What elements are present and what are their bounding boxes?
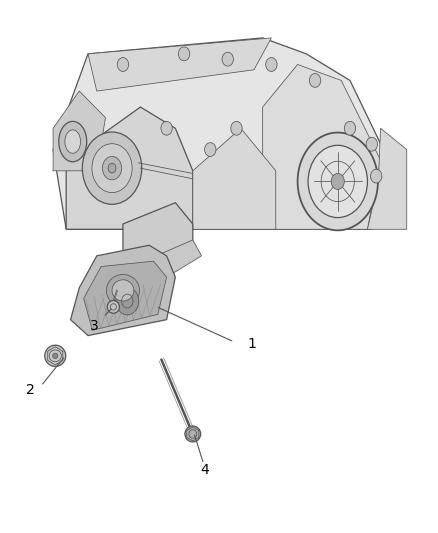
Ellipse shape xyxy=(331,173,344,189)
Ellipse shape xyxy=(107,301,120,313)
Text: 1: 1 xyxy=(247,336,256,351)
Ellipse shape xyxy=(102,157,122,180)
Ellipse shape xyxy=(117,58,129,71)
Ellipse shape xyxy=(161,122,172,135)
Polygon shape xyxy=(53,38,394,229)
Polygon shape xyxy=(84,261,166,330)
Ellipse shape xyxy=(297,133,378,230)
Ellipse shape xyxy=(344,122,356,135)
Ellipse shape xyxy=(178,47,190,61)
Ellipse shape xyxy=(45,345,66,367)
Ellipse shape xyxy=(222,52,233,66)
Ellipse shape xyxy=(185,426,201,442)
Ellipse shape xyxy=(266,58,277,71)
Ellipse shape xyxy=(53,353,58,359)
Polygon shape xyxy=(53,91,106,171)
Ellipse shape xyxy=(116,287,139,315)
Text: 2: 2 xyxy=(26,383,35,397)
Ellipse shape xyxy=(106,274,140,306)
Ellipse shape xyxy=(366,138,378,151)
Ellipse shape xyxy=(92,144,132,192)
Ellipse shape xyxy=(108,164,116,173)
Ellipse shape xyxy=(112,280,134,301)
Ellipse shape xyxy=(59,122,87,162)
Ellipse shape xyxy=(231,122,242,135)
Ellipse shape xyxy=(309,74,321,87)
Polygon shape xyxy=(66,107,193,229)
Polygon shape xyxy=(367,128,407,229)
Polygon shape xyxy=(123,203,193,256)
Ellipse shape xyxy=(205,143,216,157)
Polygon shape xyxy=(71,245,175,336)
Text: 3: 3 xyxy=(90,319,99,333)
Polygon shape xyxy=(263,64,381,229)
Ellipse shape xyxy=(65,130,81,154)
Polygon shape xyxy=(88,38,272,91)
Ellipse shape xyxy=(82,132,142,204)
Text: 4: 4 xyxy=(201,463,209,477)
Ellipse shape xyxy=(371,169,382,183)
Polygon shape xyxy=(132,240,201,293)
Polygon shape xyxy=(193,128,276,229)
Ellipse shape xyxy=(308,146,367,217)
